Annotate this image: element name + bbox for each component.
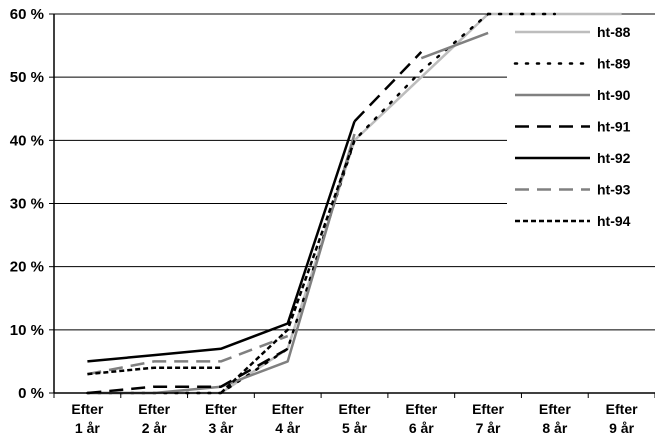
x-tick-label-line2: 6 år [409,420,434,436]
x-tick-label-line2: 8 år [542,420,567,436]
y-axis-tick-labels: 0 % 10 % 20 % 30 % 40 % 50 % 60 % [10,6,44,402]
x-axis-tick-labels: Efter 1 år Efter 2 år Efter 3 år Efter 4 år Efte… [71,401,638,436]
x-tick-label-line2: 5 år [342,420,367,436]
series-line-ht-90 [420,31,489,60]
x-tick-label-line1: Efter [339,401,371,417]
x-tick-label-line1: Efter [205,401,237,417]
axes [49,13,655,398]
legend-label-ht-92: ht-92 [597,150,631,166]
x-tick-label-line1: Efter [472,401,504,417]
x-tick-label-line1: Efter [405,401,437,417]
x-tick-label-line2: 9 år [609,420,634,436]
x-tick-label-line1: Efter [272,401,304,417]
legend-label-ht-93: ht-93 [597,182,631,198]
x-tick-label-line2: 1 år [75,420,100,436]
x-tick-label-line2: 2 år [142,420,167,436]
x-tick-label-line2: 7 år [476,420,501,436]
legend: ht-88 ht-89 ht-90 ht-91 ht-92 ht-93 ht-94 [507,18,655,240]
x-tick-label-line2: 3 år [208,420,233,436]
legend-label-ht-88: ht-88 [597,24,631,40]
x-tick-label-line2: 4 år [275,420,300,436]
legend-label-ht-94: ht-94 [597,213,631,229]
x-tick-label-line1: Efter [539,401,571,417]
series-line-ht-92 [87,121,356,363]
x-tick-label-line1: Efter [71,401,103,417]
legend-label-ht-90: ht-90 [597,87,631,103]
series-line-ht-93 [87,334,289,376]
legend-background [507,18,655,240]
y-tick-label: 20 % [10,259,44,276]
x-tick-label-line1: Efter [138,401,170,417]
series-line-ht-94 [87,366,221,376]
y-tick-label: 50 % [10,69,44,86]
gridlines [54,13,655,331]
x-tick-label-line1: Efter [606,401,638,417]
series-line-segment [87,347,289,395]
legend-label-ht-89: ht-89 [597,56,631,72]
y-tick-label: 30 % [10,196,44,213]
series-line-ht-91 [353,51,423,123]
y-tick-label: 0 % [18,385,44,402]
y-tick-label: 60 % [10,6,44,23]
y-tick-label: 10 % [10,322,44,339]
series-line-segment [220,139,356,394]
legend-label-ht-91: ht-91 [597,119,631,135]
y-tick-label: 40 % [10,132,44,149]
